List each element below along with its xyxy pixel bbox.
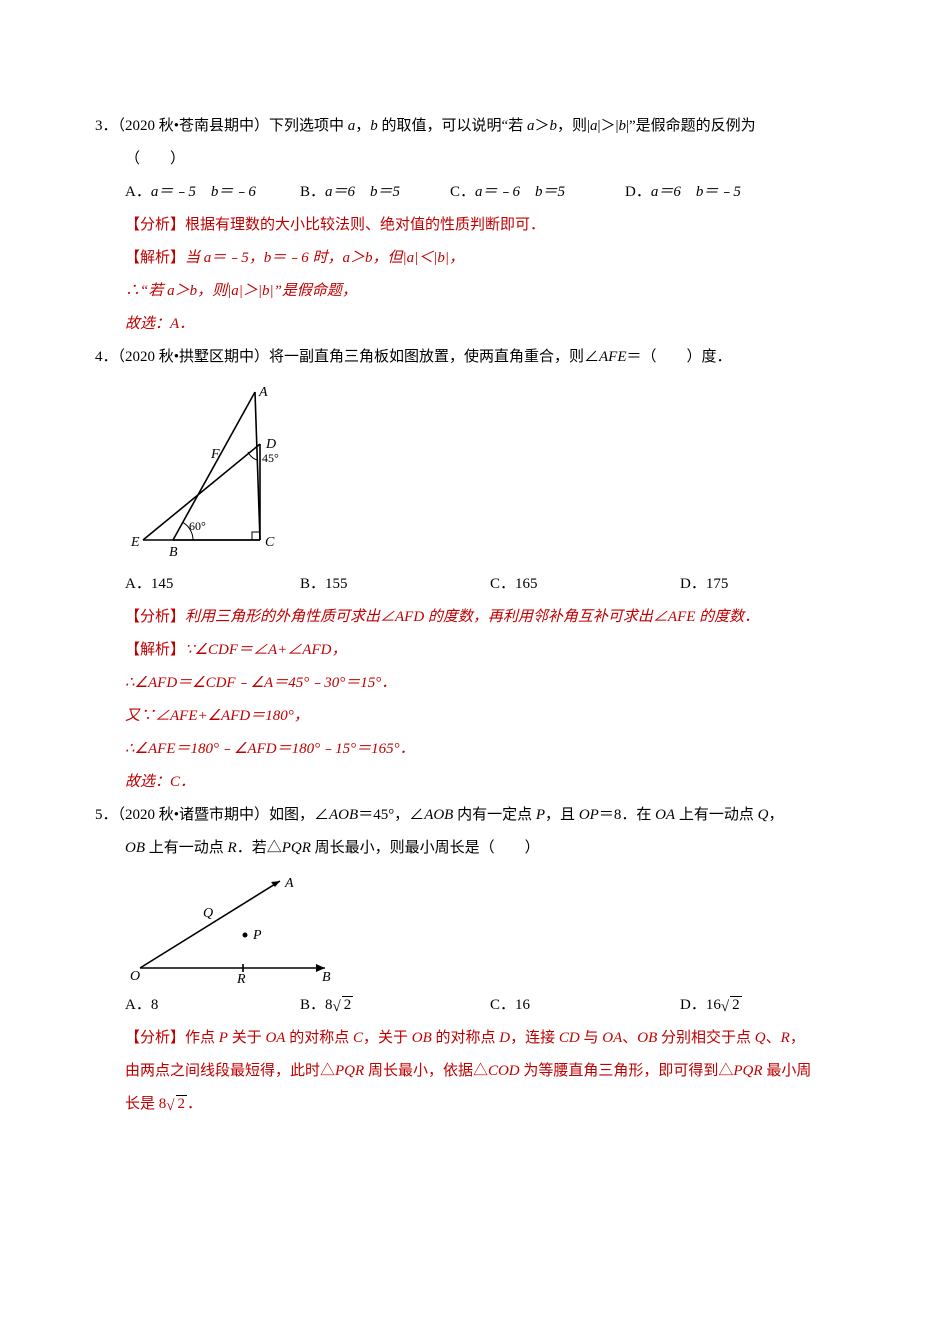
q4-s4: ∴∠AFE＝180°﹣∠AFD＝180°﹣15°＝165°． — [95, 733, 860, 766]
q3-solve2: ∴“若 a＞b，则|a|＞|b|”是假命题， — [95, 275, 860, 308]
svg-text:Q: Q — [203, 906, 213, 921]
q5-stem-line2: OB 上有一动点 R．若△PQR 周长最小，则最小周长是（ ） — [95, 832, 860, 865]
q5-analysis-l2: 由两点之间线段最短得，此时△PQR 周长最小，依据△COD 为等腰直角三角形，即… — [95, 1055, 860, 1088]
svg-text:60°: 60° — [189, 519, 206, 533]
svg-text:F: F — [210, 447, 220, 462]
sqrt-icon: 2 — [166, 1088, 187, 1121]
q4-optD: D．175 — [680, 568, 800, 601]
svg-text:D: D — [265, 437, 276, 452]
q3-pick: 故选：A． — [95, 308, 860, 341]
q3-paren: （ ） — [95, 143, 860, 176]
q3-stem: 3．（2020 秋•苍南县期中）下列选项中 a，b 的取值，可以说明“若 a＞b… — [95, 110, 860, 143]
svg-text:A: A — [284, 876, 294, 891]
q3-text: 3．（2020 秋•苍南县期中）下列选项中 — [95, 118, 348, 134]
q4-s2: ∴∠AFD＝∠CDF﹣∠A＝45°﹣30°＝15°． — [95, 667, 860, 700]
svg-text:O: O — [130, 969, 140, 983]
svg-text:P: P — [252, 928, 262, 943]
q4-optC: C．165 — [490, 568, 680, 601]
sqrt-icon: 2 — [721, 989, 742, 1022]
q5-optA: A．8 — [125, 989, 300, 1022]
svg-text:B: B — [169, 545, 178, 560]
svg-text:R: R — [236, 972, 246, 983]
q4-optA: A．145 — [125, 568, 300, 601]
q4-analysis: 【分析】利用三角形的外角性质可求出∠AFD 的度数，再利用邻补角互补可求出∠AF… — [95, 601, 860, 634]
q4-figure: 45° 60° A D F E B C — [125, 382, 860, 562]
q5-stem-line1: 5．（2020 秋•诸暨市期中）如图，∠AOB＝45°，∠AOB 内有一定点 P… — [95, 799, 860, 832]
svg-text:B: B — [322, 970, 331, 983]
sqrt-icon: 2 — [333, 989, 354, 1022]
svg-text:C: C — [265, 535, 275, 550]
q5-optB: B．82 — [300, 989, 490, 1022]
q5-optC: C．16 — [490, 989, 680, 1022]
q5-analysis-l3: 长是 82． — [95, 1088, 860, 1121]
q3-b: b — [370, 118, 378, 134]
q5-analysis-l1: 【分析】作点 P 关于 OA 的对称点 C，关于 OB 的对称点 D，连接 CD… — [95, 1022, 860, 1055]
q5-figure: O A B Q P R — [125, 873, 860, 983]
q5-options: A．8 B．82 C．16 D．162 — [95, 989, 860, 1022]
q4-options: A．145 B．155 C．165 D．175 — [95, 568, 860, 601]
q5-optD: D．162 — [680, 989, 800, 1022]
svg-text:45°: 45° — [262, 451, 279, 465]
q3-optD: D．a＝6 b＝﹣5 — [625, 176, 775, 209]
q4-s3: 又∵∠AFE+∠AFD＝180°， — [95, 700, 860, 733]
q3-optA: A．a＝﹣5 b＝﹣6 — [125, 176, 300, 209]
q3-analysis: 【分析】根据有理数的大小比较法则、绝对值的性质判断即可． — [95, 209, 860, 242]
q4-s1: 【解析】∵∠CDF＝∠A+∠AFD， — [95, 634, 860, 667]
q3-optB: B．a＝6 b＝5 — [300, 176, 450, 209]
q3-options: A．a＝﹣5 b＝﹣6 B．a＝6 b＝5 C．a＝﹣6 b＝5 D．a＝6 b… — [95, 176, 860, 209]
q4-pick: 故选：C． — [95, 766, 860, 799]
q3-optC: C．a＝﹣6 b＝5 — [450, 176, 625, 209]
svg-text:A: A — [258, 385, 268, 400]
q4-stem: 4．（2020 秋•拱墅区期中）将一副直角三角板如图放置，使两直角重合，则∠AF… — [95, 341, 860, 374]
svg-text:E: E — [130, 535, 140, 550]
q4-optB: B．155 — [300, 568, 490, 601]
q3-solve1: 【解析】当 a＝﹣5，b＝﹣6 时，a＞b，但|a|＜|b|， — [95, 242, 860, 275]
